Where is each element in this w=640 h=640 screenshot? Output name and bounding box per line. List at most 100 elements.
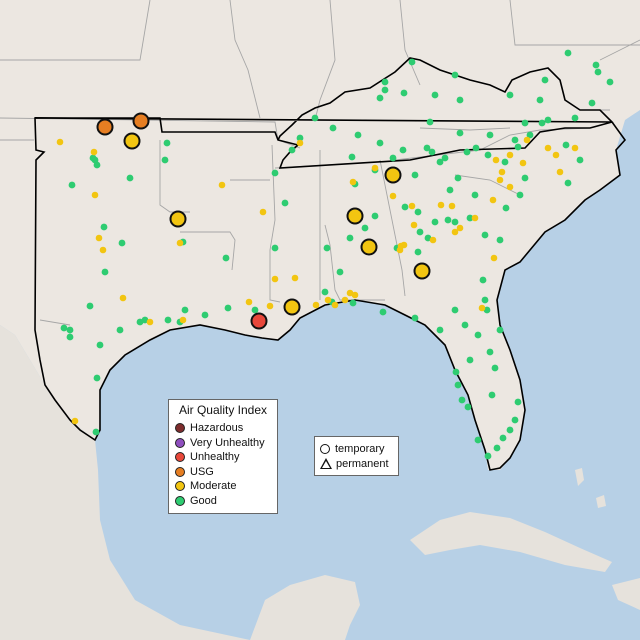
monitor-good[interactable] [431, 218, 439, 226]
monitor-good[interactable] [456, 129, 464, 137]
monitor-moderate[interactable] [408, 202, 416, 210]
monitor-good[interactable] [521, 174, 529, 182]
monitor-layer[interactable] [56, 49, 614, 460]
monitor-good[interactable] [224, 304, 232, 312]
monitor-good[interactable] [354, 131, 362, 139]
monitor-good[interactable] [511, 136, 519, 144]
monitor-temporary-large[interactable] [132, 112, 150, 130]
monitor-moderate[interactable] [523, 136, 531, 144]
monitor-good[interactable] [321, 288, 329, 296]
monitor-good[interactable] [66, 333, 74, 341]
monitor-good[interactable] [376, 94, 384, 102]
monitor-moderate[interactable] [552, 151, 560, 159]
monitor-moderate[interactable] [119, 294, 127, 302]
monitor-good[interactable] [451, 218, 459, 226]
monitor-good[interactable] [456, 96, 464, 104]
monitor-temporary-large[interactable] [169, 210, 187, 228]
monitor-good[interactable] [416, 228, 424, 236]
monitor-moderate[interactable] [176, 239, 184, 247]
monitor-moderate[interactable] [90, 148, 98, 156]
monitor-good[interactable] [389, 154, 397, 162]
monitor-moderate[interactable] [451, 228, 459, 236]
monitor-good[interactable] [441, 154, 449, 162]
monitor-moderate[interactable] [544, 144, 552, 152]
monitor-good[interactable] [336, 268, 344, 276]
monitor-good[interactable] [201, 311, 209, 319]
monitor-moderate[interactable] [95, 234, 103, 242]
monitor-good[interactable] [511, 416, 519, 424]
monitor-moderate[interactable] [312, 301, 320, 309]
monitor-good[interactable] [408, 58, 416, 66]
monitor-good[interactable] [68, 181, 76, 189]
monitor-moderate[interactable] [448, 202, 456, 210]
monitor-good[interactable] [376, 139, 384, 147]
monitor-good[interactable] [516, 191, 524, 199]
monitor-good[interactable] [576, 156, 584, 164]
monitor-good[interactable] [381, 78, 389, 86]
monitor-good[interactable] [501, 158, 509, 166]
monitor-moderate[interactable] [471, 214, 479, 222]
monitor-moderate[interactable] [259, 208, 267, 216]
monitor-moderate[interactable] [346, 289, 354, 297]
monitor-good[interactable] [361, 224, 369, 232]
monitor-good[interactable] [484, 452, 492, 460]
monitor-good[interactable] [329, 124, 337, 132]
monitor-moderate[interactable] [492, 156, 500, 164]
monitor-good[interactable] [444, 216, 452, 224]
monitor-good[interactable] [411, 314, 419, 322]
monitor-good[interactable] [491, 364, 499, 372]
monitor-good[interactable] [562, 141, 570, 149]
monitor-good[interactable] [474, 436, 482, 444]
monitor-good[interactable] [502, 204, 510, 212]
monitor-moderate[interactable] [266, 302, 274, 310]
monitor-moderate[interactable] [341, 296, 349, 304]
monitor-good[interactable] [564, 179, 572, 187]
monitor-good[interactable] [458, 396, 466, 404]
monitor-good[interactable] [538, 119, 546, 127]
monitor-good[interactable] [571, 114, 579, 122]
monitor-moderate[interactable] [456, 224, 464, 232]
monitor-temporary-large[interactable] [96, 118, 114, 136]
monitor-good[interactable] [452, 368, 460, 376]
monitor-good[interactable] [414, 208, 422, 216]
monitor-good[interactable] [400, 89, 408, 97]
monitor-good[interactable] [592, 61, 600, 69]
monitor-good[interactable] [348, 153, 356, 161]
monitor-good[interactable] [472, 144, 480, 152]
monitor-good[interactable] [436, 326, 444, 334]
monitor-good[interactable] [431, 91, 439, 99]
monitor-moderate[interactable] [146, 318, 154, 326]
monitor-moderate[interactable] [519, 159, 527, 167]
monitor-good[interactable] [141, 316, 149, 324]
monitor-good[interactable] [424, 234, 432, 242]
monitor-good[interactable] [479, 276, 487, 284]
monitor-good[interactable] [181, 306, 189, 314]
monitor-good[interactable] [126, 174, 134, 182]
monitor-moderate[interactable] [498, 168, 506, 176]
monitor-moderate[interactable] [490, 254, 498, 262]
monitor-moderate[interactable] [296, 139, 304, 147]
monitor-good[interactable] [271, 169, 279, 177]
monitor-good[interactable] [411, 171, 419, 179]
monitor-moderate[interactable] [349, 178, 357, 186]
monitor-good[interactable] [486, 348, 494, 356]
monitor-moderate[interactable] [429, 236, 437, 244]
monitor-moderate[interactable] [331, 301, 339, 309]
monitor-good[interactable] [323, 244, 331, 252]
monitor-good[interactable] [521, 119, 529, 127]
monitor-good[interactable] [564, 49, 572, 57]
monitor-good[interactable] [466, 356, 474, 364]
monitor-good[interactable] [271, 244, 279, 252]
monitor-moderate[interactable] [506, 151, 514, 159]
monitor-good[interactable] [588, 99, 596, 107]
monitor-good[interactable] [506, 91, 514, 99]
monitor-good[interactable] [496, 236, 504, 244]
monitor-good[interactable] [66, 326, 74, 334]
monitor-moderate[interactable] [389, 192, 397, 200]
monitor-good[interactable] [281, 199, 289, 207]
monitor-good[interactable] [426, 118, 434, 126]
monitor-good[interactable] [536, 96, 544, 104]
monitor-moderate[interactable] [99, 246, 107, 254]
monitor-good[interactable] [451, 71, 459, 79]
monitor-good[interactable] [92, 428, 100, 436]
